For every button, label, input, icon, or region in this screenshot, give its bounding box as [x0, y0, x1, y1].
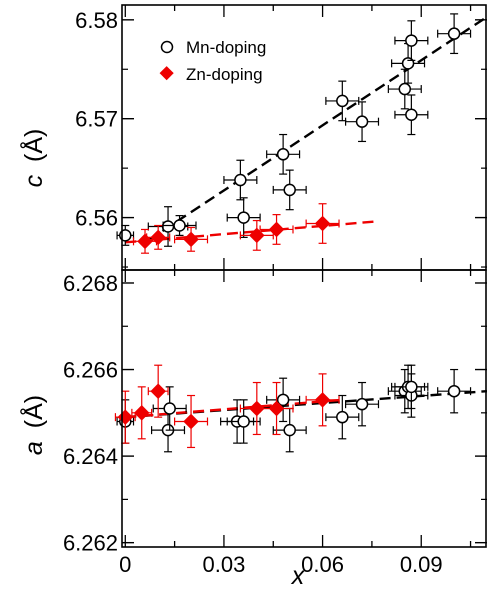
bottom-ytick-label-3: 6.268	[63, 271, 118, 296]
top-data-points	[116, 13, 472, 254]
top-fit-line-zn	[125, 220, 376, 244]
xtick-label-1: 0.03	[203, 552, 246, 577]
marker-open-circle	[276, 393, 290, 407]
bottom-y-axis-title: a (Å)	[18, 395, 48, 455]
marker-filled-diamond	[249, 227, 265, 244]
legend: Mn-doping Zn-doping	[159, 38, 266, 84]
marker-filled-diamond	[133, 405, 150, 421]
top-point-mn-6	[272, 169, 307, 211]
bottom-y-axis-unit: (Å)	[18, 395, 48, 428]
top-point-zn-5	[305, 203, 340, 244]
legend-label-mn: Mn-doping	[186, 38, 266, 57]
bottom-fit-line-zn	[125, 398, 343, 419]
xtick-label-0: 0	[119, 552, 131, 577]
bottom-data-points	[114, 364, 472, 453]
legend-marker-mn	[160, 40, 174, 54]
top-point-zn-4	[259, 214, 294, 245]
marker-open-circle	[355, 397, 369, 411]
bottom-plot-frame	[121, 269, 487, 548]
bottom-ytick-label-2: 6.266	[63, 358, 118, 383]
marker-open-circle	[237, 415, 250, 428]
marker-open-circle	[336, 94, 349, 108]
marker-open-circle	[161, 220, 175, 233]
bottom-ytick-label-0: 6.262	[63, 531, 118, 556]
marker-filled-diamond	[150, 229, 166, 246]
top-point-mn-9	[387, 68, 422, 110]
marker-open-circle	[405, 380, 418, 394]
bottom-y-axis-var: a	[20, 441, 48, 455]
top-point-mn-12	[394, 94, 429, 136]
top-ytick-label-2: 6.58	[75, 8, 118, 33]
xtick-label-2: 0.06	[301, 552, 344, 577]
top-y-axis-unit: (Å)	[18, 129, 48, 162]
top-point-zn-0	[132, 228, 158, 254]
top-fit-lines	[125, 15, 487, 244]
marker-open-circle	[405, 34, 418, 47]
marker-filled-diamond	[268, 221, 285, 238]
top-ytick-label-1: 6.57	[75, 107, 118, 132]
bottom-point-zn-6	[305, 373, 340, 427]
bottom-point-mn-4	[226, 399, 261, 444]
bottom-ytick-label-1: 6.264	[63, 444, 118, 469]
marker-open-circle	[163, 402, 176, 415]
top-point-mn-5	[266, 133, 301, 175]
marker-open-circle	[276, 148, 290, 161]
marker-open-circle	[234, 173, 247, 187]
legend-marker-zn	[159, 66, 174, 81]
marker-filled-diamond	[150, 383, 166, 399]
marker-filled-diamond	[314, 392, 331, 408]
bottom-point-mn-8	[345, 381, 380, 427]
marker-filled-diamond	[183, 413, 199, 430]
marker-open-circle	[283, 183, 296, 197]
bottom-point-mn-13	[437, 368, 472, 414]
top-panel: 6.56 6.57 6.58 c (Å) Mn-doping Zn-doping	[18, 4, 487, 271]
top-point-zn-2	[174, 226, 209, 252]
bottom-point-mn-7	[325, 394, 360, 440]
top-point-mn-3	[223, 159, 258, 201]
marker-open-circle	[336, 410, 349, 424]
bottom-point-mn-12	[394, 364, 429, 410]
top-point-mn-11	[394, 20, 429, 61]
bottom-point-zn-2	[147, 364, 169, 418]
marker-open-circle	[355, 115, 369, 128]
marker-filled-diamond	[183, 231, 199, 248]
bottom-point-mn-5	[266, 377, 301, 423]
top-point-mn-7	[325, 80, 360, 122]
bottom-ticks: 6.262 6.264 6.266 6.268 0 0.03 0.06 0.09	[63, 270, 487, 577]
marker-open-circle	[447, 384, 461, 398]
marker-filled-diamond	[314, 215, 331, 232]
top-point-mn-2	[162, 215, 197, 236]
marker-open-circle	[283, 423, 296, 437]
bottom-point-zn-0	[114, 390, 136, 444]
marker-open-circle	[173, 219, 186, 232]
bottom-point-mn-6	[272, 407, 307, 453]
top-ytick-label-0: 6.56	[75, 206, 118, 231]
marker-open-circle	[447, 27, 461, 40]
top-point-zn-3	[239, 219, 274, 251]
bottom-point-zn-1	[131, 386, 153, 440]
marker-open-circle	[398, 82, 412, 96]
bottom-fit-lines	[125, 389, 487, 419]
marker-filled-diamond	[137, 233, 153, 250]
top-point-zn-1	[146, 224, 171, 250]
top-ticks: 6.56 6.57 6.58	[75, 5, 487, 270]
xtick-label-3: 0.09	[400, 552, 443, 577]
marker-open-circle	[237, 211, 250, 224]
legend-label-zn: Zn-doping	[186, 65, 263, 84]
marker-open-circle	[405, 108, 418, 122]
top-y-axis-var: c	[20, 174, 48, 187]
bottom-point-zn-3	[174, 394, 209, 449]
top-point-mn-13	[437, 13, 472, 55]
top-y-axis-title: c (Å)	[18, 129, 48, 188]
top-point-mn-4	[226, 197, 261, 238]
x-axis-title: x	[291, 562, 306, 590]
top-point-mn-8	[345, 101, 380, 143]
